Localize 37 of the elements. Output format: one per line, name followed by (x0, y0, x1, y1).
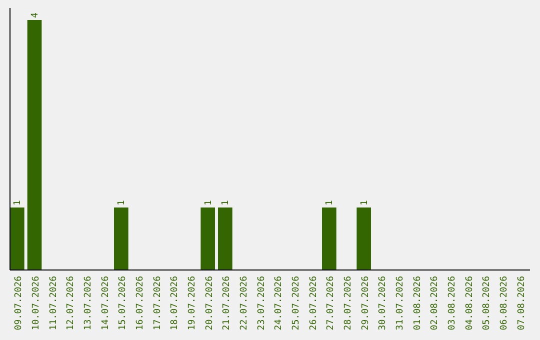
data-label: 1 (325, 200, 336, 206)
x-tick-label: 16.07.2026 (136, 276, 146, 330)
x-tick-label: 31.07.2026 (396, 276, 406, 330)
x-tick-label: 30.07.2026 (378, 276, 388, 330)
x-tick-label: 21.07.2026 (222, 276, 232, 330)
x-tick-label: 27.07.2026 (326, 276, 336, 330)
x-tick-label: 13.07.2026 (84, 276, 94, 330)
data-label: 1 (221, 200, 232, 206)
x-tick-label: 04.08.2026 (464, 276, 475, 330)
x-tick-label: 25.07.2026 (292, 276, 302, 330)
x-tick-label: 07.08.2026 (516, 276, 527, 330)
x-tick-label: 17.07.2026 (152, 276, 163, 330)
x-tick-label: 12.07.2026 (66, 276, 76, 330)
x-tick-label: 23.07.2026 (256, 276, 267, 330)
x-tick-label: 01.08.2026 (412, 276, 423, 330)
data-label: 4 (30, 12, 40, 18)
x-tick-label: 03.08.2026 (448, 276, 458, 330)
data-label: 1 (117, 200, 128, 206)
x-tick-label: 11.07.2026 (48, 276, 59, 330)
x-tick-label: 20.07.2026 (204, 276, 215, 330)
x-tick-label: 26.07.2026 (308, 276, 319, 330)
data-label: 1 (360, 200, 370, 206)
x-tick-label: 15.07.2026 (118, 276, 128, 330)
x-tick-label: 22.07.2026 (240, 276, 250, 330)
data-label: 1 (204, 200, 214, 206)
x-tick-label: 29.07.2026 (360, 276, 371, 330)
x-tick-label: 19.07.2026 (188, 276, 198, 330)
x-tick-label: 14.07.2026 (100, 276, 111, 330)
data-label: 1 (13, 200, 24, 206)
x-tick-label: 02.08.2026 (430, 276, 440, 330)
x-tick-label: 24.07.2026 (274, 276, 284, 330)
x-tick-label: 18.07.2026 (170, 276, 180, 330)
x-tick-label: 28.07.2026 (344, 276, 354, 330)
x-tick-label: 06.08.2026 (500, 276, 510, 330)
x-tick-label: 09.07.2026 (14, 276, 24, 330)
x-tick-label: 10.07.2026 (32, 276, 42, 330)
x-tick-label: 05.08.2026 (482, 276, 492, 330)
